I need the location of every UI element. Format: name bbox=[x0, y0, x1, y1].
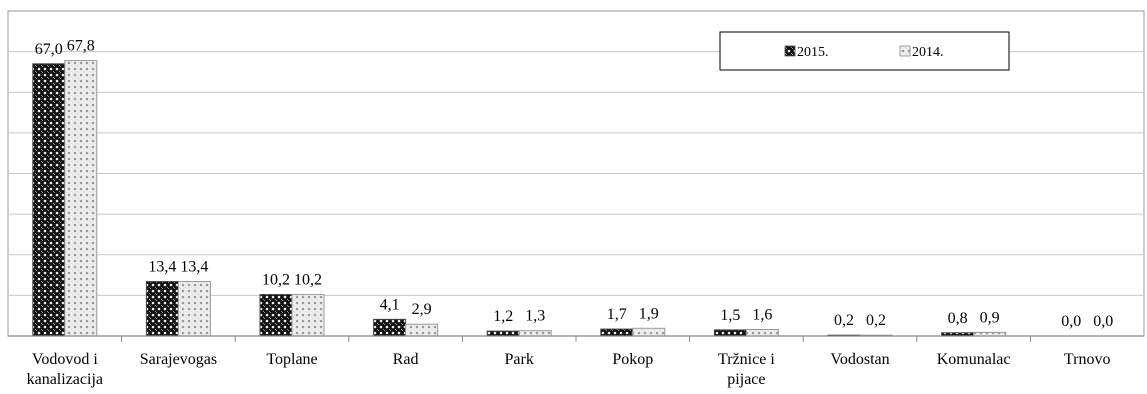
value-label-2015-8: 0,8 bbox=[948, 310, 968, 327]
bar-2014-0 bbox=[64, 60, 98, 337]
tick-marks bbox=[121, 336, 1031, 342]
bar-2014-3 bbox=[405, 323, 439, 337]
legend-label-2015: 2015. bbox=[797, 45, 829, 60]
bar-2014-5 bbox=[632, 327, 666, 337]
category-label-1: Sarajevogas bbox=[140, 351, 217, 368]
value-label-2015-9: 0,0 bbox=[1061, 313, 1081, 330]
gridlines bbox=[8, 51, 1144, 296]
value-label-2014-8: 0,9 bbox=[980, 309, 1000, 326]
value-label-2014-2: 10,2 bbox=[294, 272, 322, 289]
bar-2015-6 bbox=[713, 329, 747, 337]
bar-2015-1 bbox=[145, 281, 179, 337]
value-label-2014-4: 1,3 bbox=[525, 308, 545, 325]
bar-2014-4 bbox=[518, 330, 552, 337]
value-label-2015-6: 1,5 bbox=[720, 307, 740, 324]
value-label-2015-0: 67,0 bbox=[35, 41, 63, 58]
bar-2014-2 bbox=[291, 294, 325, 337]
value-label-2014-0: 67,8 bbox=[67, 38, 95, 55]
category-label-0: Vodovod i bbox=[32, 351, 98, 368]
bar-2015-0 bbox=[32, 63, 66, 337]
value-label-2014-1: 13,4 bbox=[180, 259, 208, 276]
category-label-8: Komunalac bbox=[937, 351, 1011, 368]
value-labels: 67,0 67,8 13,4 13,4 10,2 10,2 4,1 2,9 1,2 1,3 1,7 1… bbox=[35, 38, 1113, 330]
category-label-5: Pokop bbox=[612, 351, 653, 368]
value-label-2015-7: 0,2 bbox=[834, 312, 854, 329]
category-label-4: Park bbox=[505, 351, 534, 368]
legend-label-2014: 2014. bbox=[912, 45, 944, 60]
legend-swatch-2015 bbox=[784, 45, 796, 57]
category-label-3: Rad bbox=[393, 351, 419, 368]
bars bbox=[32, 60, 1007, 337]
value-label-2015-4: 1,2 bbox=[493, 308, 513, 325]
value-label-2015-2: 10,2 bbox=[262, 272, 290, 289]
category-label-0-line2: kanalizacija bbox=[27, 371, 103, 388]
bar-2014-6 bbox=[745, 329, 779, 337]
bar-2014-1 bbox=[177, 281, 211, 337]
value-label-2014-7: 0,2 bbox=[866, 312, 886, 329]
value-label-2014-9: 0,0 bbox=[1093, 313, 1113, 330]
category-label-2: Toplane bbox=[266, 351, 317, 368]
value-label-2014-5: 1,9 bbox=[639, 305, 659, 322]
bar-2015-5 bbox=[600, 328, 634, 337]
bar-2015-2 bbox=[259, 294, 293, 337]
value-label-2014-6: 1,6 bbox=[752, 307, 772, 324]
legend-swatch-2014 bbox=[899, 45, 911, 57]
bar-2015-3 bbox=[373, 318, 407, 337]
category-labels: Vodovod i kanalizacija Sarajevogas Toplane R… bbox=[27, 351, 1111, 388]
category-label-7: Vodostan bbox=[830, 351, 889, 368]
legend: 2015. 2014. bbox=[719, 31, 1010, 71]
bar-2015-4 bbox=[486, 330, 520, 337]
value-label-2015-5: 1,7 bbox=[607, 306, 627, 323]
category-label-6-line2: pijace bbox=[727, 371, 765, 388]
category-label-6: Tržnice i bbox=[718, 351, 775, 368]
value-label-2014-3: 2,9 bbox=[412, 301, 432, 318]
category-label-9: Trnovo bbox=[1064, 351, 1111, 368]
value-label-2015-3: 4,1 bbox=[380, 296, 400, 313]
legend-box bbox=[719, 31, 1010, 71]
value-label-2015-1: 13,4 bbox=[148, 259, 176, 276]
